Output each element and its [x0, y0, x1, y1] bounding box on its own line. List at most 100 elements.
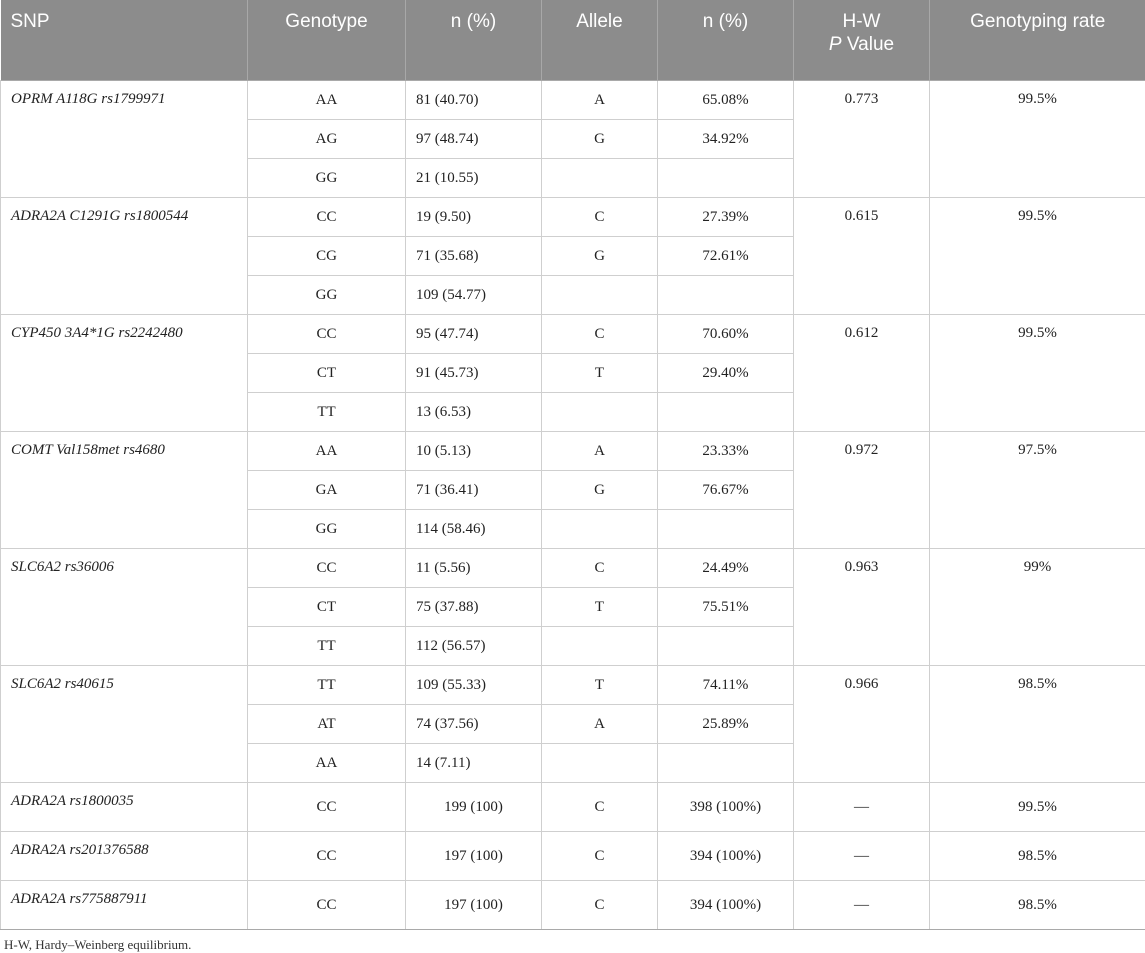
- genotype-cell: GG: [248, 510, 406, 549]
- genotype-count-cell: 71 (35.68): [406, 237, 542, 276]
- genotype-count-cell: 75 (37.88): [406, 588, 542, 627]
- allele-frequency-cell: [658, 627, 794, 666]
- allele-frequency-cell: 75.51%: [658, 588, 794, 627]
- hw-p-value-cell: 0.615: [794, 198, 930, 315]
- header-hw-label: H-W: [843, 11, 881, 32]
- allele-frequency-cell: 72.61%: [658, 237, 794, 276]
- snp-name-cell: OPRM A118G rs1799971: [1, 81, 248, 198]
- genotyping-rate-cell: 99.5%: [930, 315, 1145, 432]
- header-allele: Allele: [542, 0, 658, 81]
- genotype-count-cell: 109 (54.77): [406, 276, 542, 315]
- allele-frequency-cell: 65.08%: [658, 81, 794, 120]
- allele-cell: [542, 510, 658, 549]
- allele-cell: C: [542, 881, 658, 930]
- genotype-cell: CG: [248, 237, 406, 276]
- genotype-cell: TT: [248, 393, 406, 432]
- header-allele-frequency: n (%): [658, 0, 794, 81]
- hw-p-value-cell: —: [794, 783, 930, 832]
- allele-cell: A: [542, 432, 658, 471]
- genotype-count-cell: 197 (100): [406, 881, 542, 930]
- genotype-count-cell: 74 (37.56): [406, 705, 542, 744]
- genotyping-rate-cell: 98.5%: [930, 666, 1145, 783]
- allele-frequency-cell: 27.39%: [658, 198, 794, 237]
- allele-cell: T: [542, 588, 658, 627]
- hw-p-value-cell: 0.966: [794, 666, 930, 783]
- allele-cell: A: [542, 705, 658, 744]
- genotype-cell: TT: [248, 666, 406, 705]
- genotype-count-cell: 197 (100): [406, 832, 542, 881]
- allele-cell: G: [542, 471, 658, 510]
- allele-frequency-cell: 29.40%: [658, 354, 794, 393]
- allele-cell: G: [542, 120, 658, 159]
- header-genotyping-rate: Genotyping rate: [930, 0, 1145, 81]
- genotype-cell: CC: [248, 198, 406, 237]
- allele-frequency-cell: 70.60%: [658, 315, 794, 354]
- genotype-count-cell: 95 (47.74): [406, 315, 542, 354]
- allele-cell: C: [542, 783, 658, 832]
- genotype-cell: AA: [248, 432, 406, 471]
- genotype-count-cell: 14 (7.11): [406, 744, 542, 783]
- allele-frequency-cell: 74.11%: [658, 666, 794, 705]
- genotype-cell: AA: [248, 81, 406, 120]
- genotype-cell: AG: [248, 120, 406, 159]
- genotype-count-cell: 81 (40.70): [406, 81, 542, 120]
- genotype-count-cell: 109 (55.33): [406, 666, 542, 705]
- hw-p-value-cell: —: [794, 832, 930, 881]
- allele-frequency-cell: 76.67%: [658, 471, 794, 510]
- header-genotype-count: n (%): [406, 0, 542, 81]
- allele-frequency-cell: 394 (100%): [658, 881, 794, 930]
- snp-name-cell: COMT Val158met rs4680: [1, 432, 248, 549]
- allele-cell: [542, 744, 658, 783]
- hw-p-value-cell: 0.963: [794, 549, 930, 666]
- genotype-count-cell: 199 (100): [406, 783, 542, 832]
- allele-cell: C: [542, 832, 658, 881]
- allele-cell: C: [542, 549, 658, 588]
- allele-cell: [542, 393, 658, 432]
- genotyping-rate-cell: 99%: [930, 549, 1145, 666]
- genotype-count-cell: 97 (48.74): [406, 120, 542, 159]
- allele-frequency-cell: 25.89%: [658, 705, 794, 744]
- allele-cell: [542, 276, 658, 315]
- allele-frequency-cell: [658, 276, 794, 315]
- allele-cell: [542, 159, 658, 198]
- allele-frequency-cell: 398 (100%): [658, 783, 794, 832]
- header-value-label: Value: [842, 34, 894, 55]
- genotype-cell: GG: [248, 159, 406, 198]
- genotype-count-cell: 112 (56.57): [406, 627, 542, 666]
- allele-frequency-cell: 23.33%: [658, 432, 794, 471]
- genotype-cell: AA: [248, 744, 406, 783]
- hw-p-value-cell: 0.773: [794, 81, 930, 198]
- snp-name-cell: CYP450 3A4*1G rs2242480: [1, 315, 248, 432]
- genotyping-rate-cell: 98.5%: [930, 881, 1145, 930]
- genotype-cell: GA: [248, 471, 406, 510]
- genotyping-rate-cell: 99.5%: [930, 81, 1145, 198]
- allele-cell: T: [542, 354, 658, 393]
- allele-cell: C: [542, 315, 658, 354]
- allele-frequency-cell: [658, 510, 794, 549]
- hw-p-value-cell: 0.972: [794, 432, 930, 549]
- genotype-count-cell: 11 (5.56): [406, 549, 542, 588]
- table-footnote: H-W, Hardy–Weinberg equilibrium.: [0, 930, 1145, 953]
- genotype-count-cell: 13 (6.53): [406, 393, 542, 432]
- genotyping-rate-cell: 99.5%: [930, 198, 1145, 315]
- hw-p-value-cell: 0.612: [794, 315, 930, 432]
- allele-frequency-cell: 34.92%: [658, 120, 794, 159]
- snp-name-cell: ADRA2A C1291G rs1800544: [1, 198, 248, 315]
- allele-frequency-cell: [658, 744, 794, 783]
- snp-name-cell: SLC6A2 rs40615: [1, 666, 248, 783]
- genotype-count-cell: 21 (10.55): [406, 159, 542, 198]
- genotype-cell: AT: [248, 705, 406, 744]
- header-p-label: P: [829, 34, 842, 55]
- allele-frequency-cell: [658, 393, 794, 432]
- genotype-cell: TT: [248, 627, 406, 666]
